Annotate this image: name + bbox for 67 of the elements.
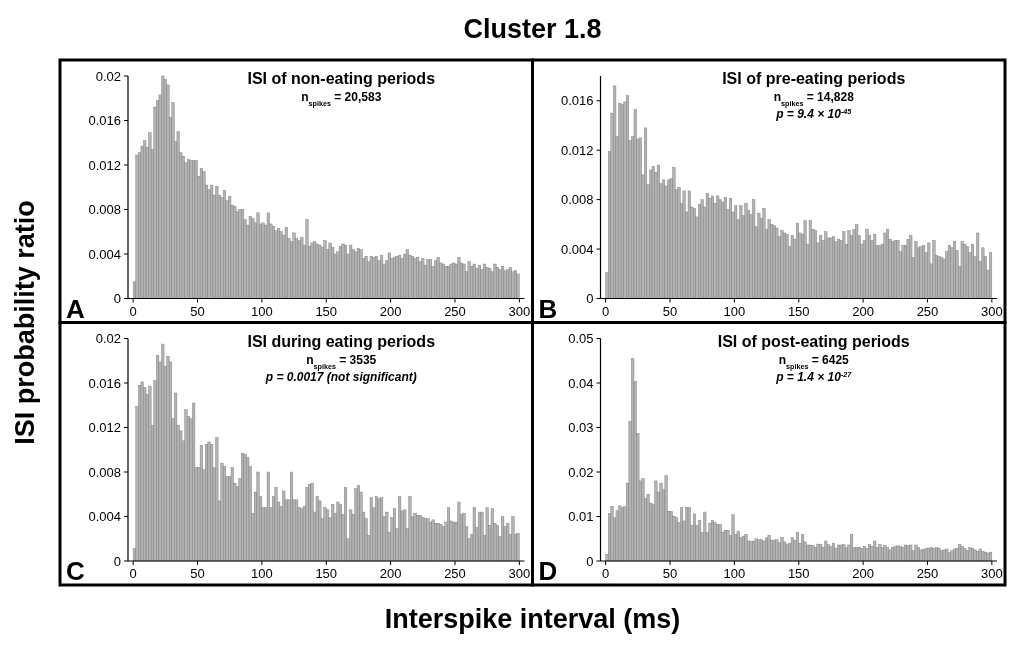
x-tick-label: 300 — [508, 303, 531, 319]
y-tick-label: 0 — [586, 553, 594, 569]
y-tick-label: 0.008 — [560, 192, 594, 208]
x-tick-label: 200 — [379, 303, 402, 319]
y-tick-label: 0.016 — [88, 113, 121, 129]
x-tick-label: 300 — [981, 303, 1003, 319]
x-tick-label: 250 — [916, 303, 939, 319]
y-tick-label: 0.004 — [88, 246, 121, 262]
y-tick-label: 0.004 — [88, 509, 121, 525]
y-tick-label: 0 — [113, 553, 121, 569]
text: ISI probability ratio — [10, 200, 40, 445]
x-tick-label: 0 — [602, 303, 610, 319]
y-tick-label: 0.012 — [88, 157, 121, 173]
annotation: p = 0.0017 (not significant) — [264, 369, 417, 384]
y-tick-label: 0.004 — [560, 241, 594, 257]
x-tick-label: 0 — [129, 566, 137, 581]
annotation: n$_{spikes}$ = 6425 — [778, 352, 850, 370]
text: Interspike interval (ms) — [384, 604, 681, 634]
x-tick-label: 0 — [602, 566, 610, 581]
y-tick-label: 0.02 — [95, 68, 121, 84]
x-tick-label: 150 — [787, 566, 810, 581]
y-tick-label: 0.03 — [568, 420, 594, 436]
y-tick-label: 0.02 — [568, 464, 594, 480]
x-tick-label: 0 — [129, 303, 137, 319]
x-tick-label: 50 — [662, 303, 678, 319]
y-tick-label: 0.016 — [88, 375, 121, 391]
x-tick-label: 250 — [916, 566, 939, 581]
x-tick-label: 200 — [852, 303, 874, 319]
text: Cluster 1.8 — [463, 14, 602, 44]
chart-title: ISI during eating periods — [247, 332, 436, 350]
x-tick-label: 50 — [190, 303, 205, 319]
text: B — [538, 293, 558, 324]
y-tick-label: 0.012 — [560, 142, 594, 158]
x-tick-label: 200 — [852, 566, 874, 581]
y-tick-label: 0.016 — [560, 93, 594, 109]
y-tick-label: 0.012 — [88, 420, 121, 436]
annotation: n$_{spikes}$ = 20,583 — [301, 90, 382, 108]
x-tick-label: 250 — [444, 303, 466, 319]
y-tick-label: 0.01 — [568, 509, 594, 525]
annotation: n$_{spikes}$ = 3535 — [306, 352, 377, 370]
y-tick-label: 0.008 — [88, 464, 121, 480]
x-tick-label: 50 — [190, 566, 205, 581]
x-tick-label: 150 — [315, 303, 338, 319]
text: C — [66, 556, 85, 586]
y-tick-label: 0 — [113, 291, 121, 307]
chart-title: ISI of post-eating periods — [717, 332, 910, 350]
x-tick-label: 100 — [251, 566, 273, 581]
y-tick-label: 0.008 — [88, 202, 121, 218]
text: D — [538, 556, 558, 586]
x-tick-label: 300 — [981, 566, 1003, 581]
text: A — [66, 293, 85, 324]
annotation: n$_{spikes}$ = 14,828 — [773, 90, 855, 108]
y-tick-label: 0.04 — [568, 375, 594, 391]
x-tick-label: 250 — [444, 566, 466, 581]
y-tick-label: 0.05 — [568, 331, 594, 347]
x-tick-label: 150 — [787, 303, 810, 319]
x-tick-label: 150 — [315, 566, 338, 581]
x-tick-label: 100 — [723, 303, 746, 319]
chart-title: ISI of non-eating periods — [247, 70, 436, 87]
y-tick-label: 0 — [586, 291, 594, 307]
x-tick-label: 200 — [379, 566, 402, 581]
x-tick-label: 50 — [662, 566, 678, 581]
x-tick-label: 100 — [251, 303, 273, 319]
y-tick-label: 0.02 — [95, 331, 121, 347]
chart-title: ISI of pre-eating periods — [722, 70, 906, 87]
x-tick-label: 100 — [723, 566, 746, 581]
x-tick-label: 300 — [508, 566, 531, 581]
